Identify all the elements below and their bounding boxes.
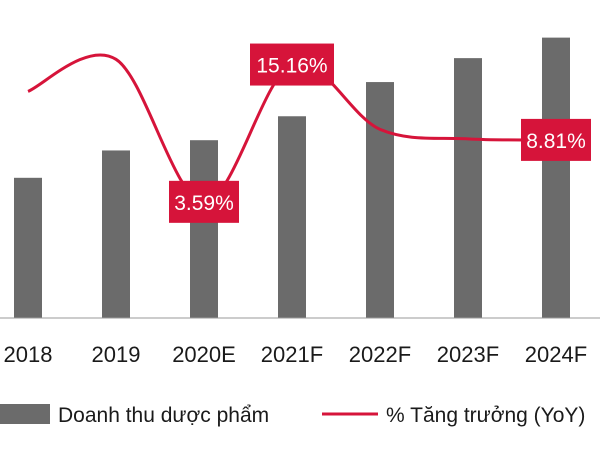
data-label-box <box>250 43 334 86</box>
bar-2020E <box>190 140 218 318</box>
bar-2021F <box>278 116 306 319</box>
legend: Doanh thu dược phẩm % Tăng trưởng (YoY) <box>0 404 585 427</box>
bar-2022F <box>366 82 394 318</box>
legend-bar-label: Doanh thu dược phẩm <box>58 404 269 427</box>
x-tick-2020E: 2020E <box>172 342 236 367</box>
bar-2019 <box>102 150 130 318</box>
data-label-text: 3.59% <box>174 192 234 215</box>
data-label-text: 15.16% <box>256 55 327 78</box>
x-tick-2021F: 2021F <box>261 342 323 367</box>
x-tick-2019: 2019 <box>92 342 141 367</box>
bar-2023F <box>454 58 482 319</box>
x-tick-2022F: 2022F <box>349 342 411 367</box>
x-tick-2018: 2018 <box>4 342 53 367</box>
legend-line-label: % Tăng trưởng (YoY) <box>386 404 585 427</box>
data-label-2024F: 8.81% <box>521 118 591 161</box>
x-axis-ticks: 2018 2019 2020E 2021F 2022F 2023F 2024F <box>4 342 588 367</box>
data-label-box <box>169 180 239 223</box>
bar-2024F <box>542 37 570 318</box>
x-tick-2024F: 2024F <box>525 342 587 367</box>
x-tick-2023F: 2023F <box>437 342 499 367</box>
legend-bar-swatch <box>0 404 50 424</box>
bar-series <box>14 37 570 319</box>
data-label-text: 8.81% <box>526 130 586 153</box>
data-labels: 3.59% 15.16% 8.81% <box>169 43 591 223</box>
bar-2018 <box>14 177 42 318</box>
data-label-2020E: 3.59% <box>169 180 239 223</box>
data-label-box <box>521 118 591 161</box>
data-label-2021F: 15.16% <box>250 43 334 86</box>
